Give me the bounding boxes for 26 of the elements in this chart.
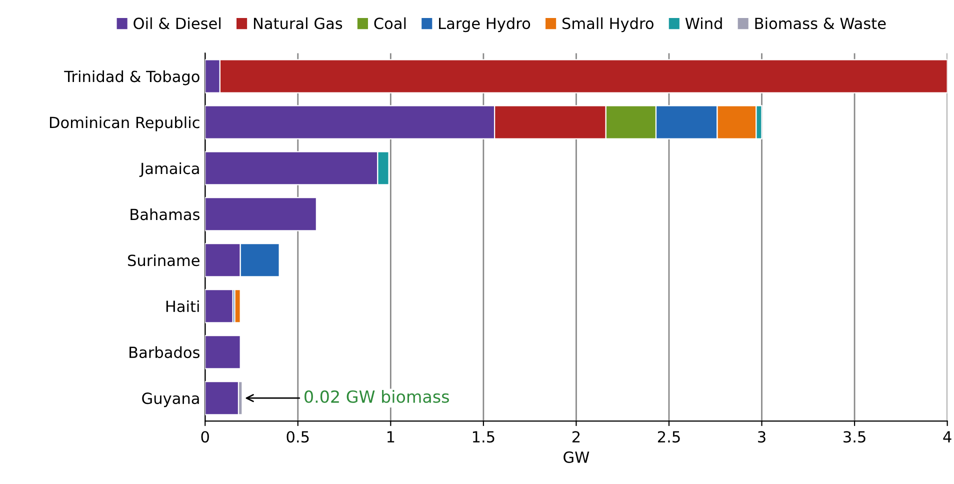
x-tick-label: 3 [758, 431, 766, 443]
legend-label: Small Hydro [562, 17, 654, 32]
y-tick-label: Trinidad & Tobago [64, 70, 200, 86]
y-tick-label: Dominican Republic [50, 116, 200, 132]
legend-label: Natural Gas [254, 17, 342, 30]
legend-label: Wind [685, 17, 722, 30]
x-tick-label: 2 [572, 431, 580, 442]
legend-label: Biomass & Waste [755, 17, 886, 30]
x-axis-title: GW [564, 451, 590, 463]
x-tick-label: 1.5 [472, 431, 494, 443]
x-tick-label: 4 [943, 431, 952, 442]
x-tick-label: 1 [387, 431, 394, 442]
y-tick-label: Haiti [166, 300, 199, 312]
y-tick-label: Jamaica [139, 162, 199, 178]
legend-label: Coal [374, 17, 406, 30]
y-tick-label: Barbados [130, 346, 200, 358]
annotation: 0.02 GW biomass [304, 390, 449, 403]
y-tick-label: Bahamas [130, 208, 200, 220]
y-tick-label: Guyana [142, 392, 199, 408]
x-tick-label: 3.5 [844, 431, 866, 443]
x-tick-label: 2.5 [658, 431, 680, 443]
y-tick-label: Suriname [128, 254, 200, 266]
legend-label: Large Hydro [439, 17, 530, 32]
x-tick-label: 0 [201, 431, 209, 443]
legend-label: Oil & Diesel [134, 17, 220, 30]
x-tick-label: 0.5 [286, 431, 309, 443]
